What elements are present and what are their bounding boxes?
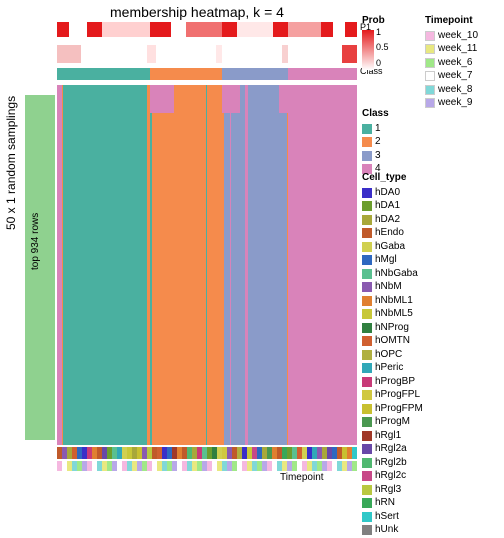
legend-prob-title: Prob — [362, 15, 407, 28]
legend-prob: Prob 1 0.5 0 — [362, 15, 407, 70]
timepoint-annotation-bar — [57, 461, 357, 471]
legend-timepoint-title: Timepoint — [425, 15, 478, 28]
y-axis-label: 50 x 1 random samplings — [4, 96, 18, 230]
prob-gradient — [362, 30, 374, 70]
chart-title: membership heatmap, k = 4 — [110, 4, 284, 20]
legend-timepoint: Timepoint week_10week_11week_6week_7week… — [425, 15, 478, 111]
prob-annotation-bar — [57, 22, 357, 37]
prob-ticks: 1 0.5 0 — [376, 27, 389, 69]
celltype-annotation-bar — [57, 447, 357, 459]
prob2-annotation-bar — [57, 45, 357, 63]
row-annotation-label: top 934 rows — [30, 213, 41, 270]
main-heatmap — [57, 85, 357, 445]
legend-class-title: Class — [362, 108, 389, 121]
legend-celltype-title: Cell_type — [362, 172, 423, 185]
x-axis-label: Timepoint — [280, 472, 324, 483]
legend-class: Class 1234 — [362, 108, 389, 177]
legend-celltype: Cell_type hDA0hDA1hDA2hEndohGabahMglhNbG… — [362, 172, 423, 538]
class-annotation-bar — [57, 68, 357, 80]
